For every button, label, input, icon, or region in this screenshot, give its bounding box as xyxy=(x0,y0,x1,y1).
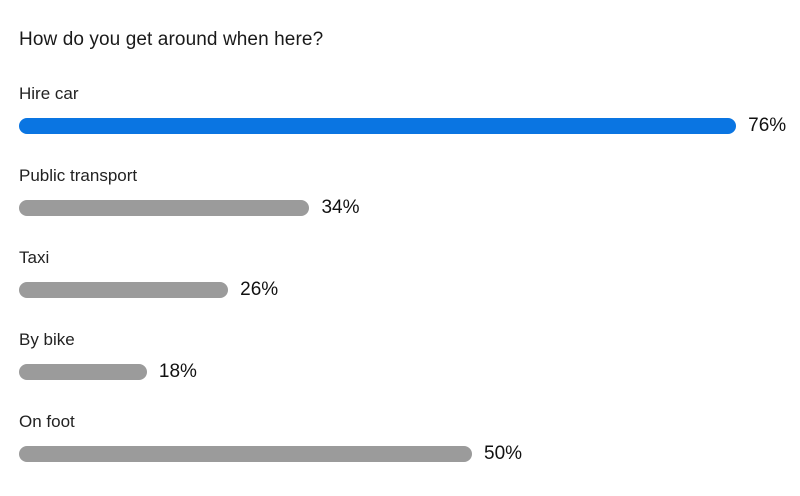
option-result-bar xyxy=(19,364,147,380)
option-result-bar xyxy=(19,282,229,298)
poll-option-taxi[interactable]: Taxi 26% xyxy=(19,248,799,308)
poll-option-public-transport[interactable]: Public transport 34% xyxy=(19,166,799,226)
option-percent: 34% xyxy=(321,197,360,218)
option-label: By bike xyxy=(19,330,75,349)
option-percent: 26% xyxy=(240,279,279,300)
option-percent: 76% xyxy=(748,115,787,136)
option-percent: 18% xyxy=(158,361,197,382)
option-percent: 50% xyxy=(484,443,523,464)
option-label: Public transport xyxy=(19,166,138,185)
poll-option-by-bike[interactable]: By bike 18% xyxy=(19,330,799,390)
option-result-bar xyxy=(19,118,737,134)
option-label: Taxi xyxy=(19,248,50,267)
option-label: Hire car xyxy=(19,84,79,103)
option-result-bar xyxy=(19,446,472,462)
poll-option-on-foot[interactable]: On foot 50% xyxy=(19,412,799,472)
option-result-bar xyxy=(19,200,310,216)
poll-option-hire-car[interactable]: Hire car 76% xyxy=(19,84,799,144)
poll-question: How do you get around when here? xyxy=(19,29,324,50)
option-label: On foot xyxy=(19,412,75,431)
